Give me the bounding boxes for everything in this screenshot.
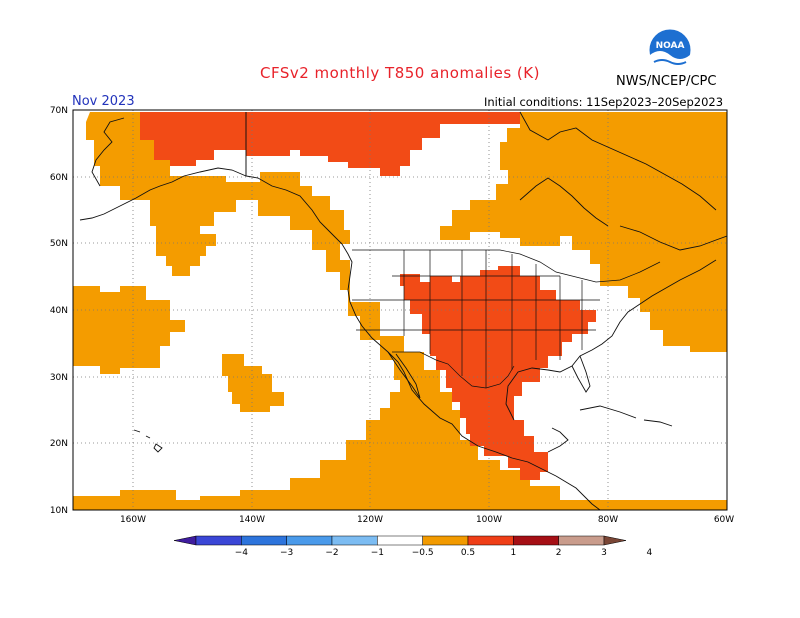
lat-labels: 70N 60N 50N 40N 30N 20N 10N [50,106,68,516]
map-title: CFSv2 monthly T850 anomalies (K) [260,64,540,82]
colorbar-swatch [377,535,423,546]
noaa-logo-icon: NOAA [648,28,692,72]
colorbar: −4 −3 −2 −1 −0.5 0.5 1 2 3 4 [173,535,652,558]
colorbar-label: −1 [371,548,384,558]
agency-label: NWS/NCEP/CPC [616,74,717,89]
colorbar-label: 0.5 [461,548,475,558]
lat-label: 20N [50,439,68,449]
lon-labels: 160W 140W 120W 100W 80W 60W [120,515,734,525]
lon-label: 100W [476,515,502,525]
colorbar-label: −3 [280,548,293,558]
colorbar-label: 2 [556,548,562,558]
colorbar-label: −0.5 [412,548,434,558]
political-borders [245,112,661,389]
lat-label: 70N [50,106,68,116]
lat-label: 40N [50,306,68,316]
colorbar-label: 3 [601,548,607,558]
colorbar-swatch [467,535,514,546]
anomaly-red-region [140,112,596,480]
lon-label: 120W [357,515,383,525]
colorbar-label: 1 [510,548,516,558]
lon-label: 80W [598,515,618,525]
anomaly-orange-region [73,112,727,510]
initial-conditions: Initial conditions: 11Sep2023–20Sep2023 [484,95,724,109]
coastlines [79,111,727,510]
lon-label: 140W [239,515,265,525]
colorbar-swatch [286,535,333,546]
svg-text:NOAA: NOAA [656,41,685,51]
forecast-month: Nov 2023 [72,94,135,109]
colorbar-swatch [195,535,242,546]
colorbar-high-triangle [603,535,627,546]
lat-label: 50N [50,239,68,249]
colorbar-swatch [331,535,378,546]
lon-label: 160W [120,515,146,525]
lat-label: 10N [50,506,68,516]
colorbar-swatch [513,535,559,546]
colorbar-label: 4 [646,548,652,558]
colorbar-swatch [422,535,469,546]
colorbar-label: −4 [235,548,249,558]
colorbar-swatch [558,535,605,546]
lon-label: 60W [714,515,734,525]
lat-label: 30N [50,373,68,383]
lat-label: 60N [50,173,68,183]
colorbar-swatch [241,535,287,546]
map-frame [72,109,728,511]
colorbar-label: −2 [325,548,338,558]
colorbar-low-triangle [173,535,197,546]
